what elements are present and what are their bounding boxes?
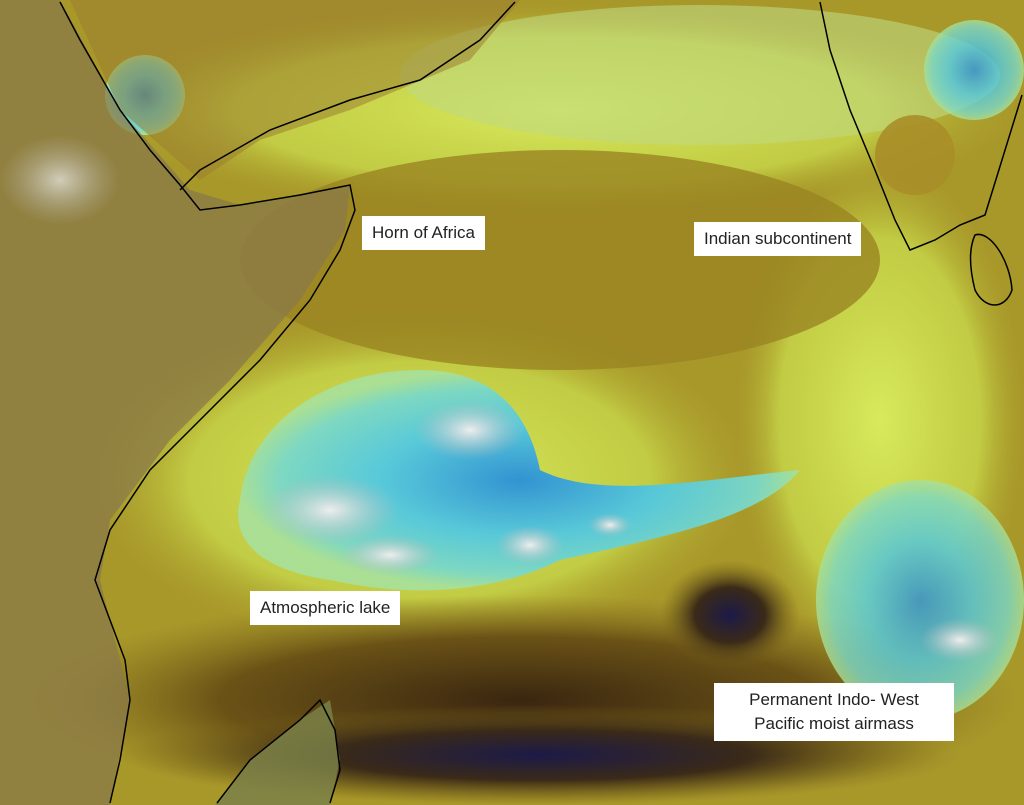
label-line: Pacific moist airmass bbox=[754, 714, 914, 733]
cloud bbox=[0, 135, 120, 225]
label-atmospheric-lake: Atmospheric lake bbox=[250, 591, 401, 625]
dry-region-central bbox=[240, 150, 880, 370]
cloud bbox=[415, 400, 525, 460]
label-line: Permanent Indo- West bbox=[749, 690, 919, 709]
moist-india-east bbox=[924, 20, 1024, 120]
dry-core-east bbox=[660, 560, 800, 670]
madagascar-land bbox=[215, 700, 340, 805]
cloud bbox=[340, 535, 440, 575]
cloud bbox=[260, 475, 400, 545]
coastlines bbox=[59, 1, 1023, 804]
arabia-land bbox=[70, 0, 520, 180]
atmospheric-lake bbox=[238, 370, 800, 591]
label-indian-subcontinent: Indian subcontinent bbox=[694, 222, 862, 256]
dry-india bbox=[875, 115, 955, 195]
cloud bbox=[588, 513, 632, 537]
cloud bbox=[920, 618, 1000, 662]
label-indo-west-pacific-airmass: Permanent Indo- West Pacific moist airma… bbox=[714, 683, 954, 741]
label-horn-of-africa: Horn of Africa bbox=[362, 216, 485, 250]
cloud bbox=[495, 525, 565, 565]
